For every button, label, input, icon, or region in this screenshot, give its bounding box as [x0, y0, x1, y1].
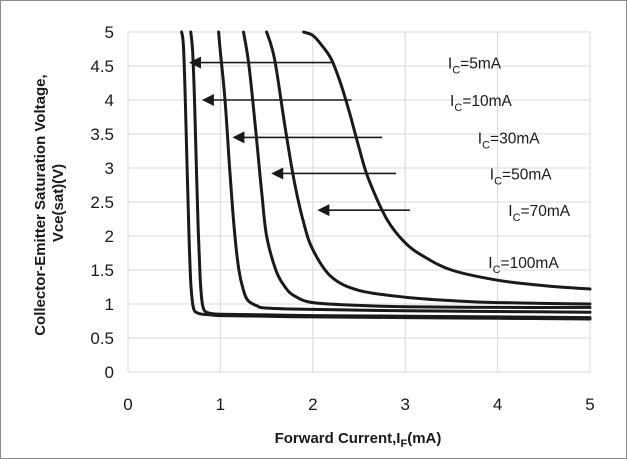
y-axis-title: Collector-Emitter Saturation Voltage, Vc…: [32, 70, 67, 336]
series-line-2: [217, 30, 592, 314]
annotation-arrow-head: [232, 131, 245, 144]
annotation-arrow-head: [188, 56, 201, 69]
y-tick-label: 4: [105, 91, 114, 110]
y-tick-label: 3.5: [90, 125, 114, 144]
series-line-4: [265, 30, 592, 306]
series-label-2: IC=30mA: [478, 130, 540, 151]
y-tick-label: 4.5: [90, 57, 114, 76]
annotation-arrow-head: [271, 167, 284, 180]
y-tick-label: 1: [105, 295, 114, 314]
series-line-1: [189, 30, 592, 320]
x-tick-label: 4: [493, 395, 502, 414]
x-tick-label: 5: [585, 395, 594, 414]
y-tick-label: 3: [105, 159, 114, 178]
annotation-labels: IC=5mA IC=10mA IC=30mA IC=50mA IC=70mA IC=100…: [448, 56, 571, 276]
series-line-3: [242, 30, 592, 309]
series-label-5: IC=100mA: [488, 255, 559, 276]
x-tick-label: 0: [123, 395, 132, 414]
series-label-3: IC=50mA: [490, 166, 552, 187]
y-tick-label: 0: [105, 363, 114, 382]
series-layer: [180, 30, 592, 321]
y-tick-labels: 0 0.5 1 1.5 2 2.5 3 3.5 4 4.5 5: [90, 23, 114, 382]
x-axis-title: Forward Current,IF(mA): [275, 430, 442, 450]
x-tick-label: 3: [400, 395, 409, 414]
series-line-5: [302, 30, 592, 291]
y-tick-label: 0.5: [90, 329, 114, 348]
series-label-0: IC=5mA: [448, 56, 502, 77]
y-tick-label: 2.5: [90, 193, 114, 212]
annotation-arrows: [188, 56, 410, 217]
series-label-4: IC=70mA: [508, 203, 570, 224]
y-tick-label: 1.5: [90, 261, 114, 280]
annotation-arrow-head: [201, 94, 214, 106]
x-tick-label: 2: [308, 395, 317, 414]
y-tick-label: 2: [105, 227, 114, 246]
series-label-1: IC=10mA: [450, 93, 512, 114]
x-tick-labels: 0 1 2 3 4 5: [123, 395, 594, 414]
y-tick-label: 5: [105, 23, 114, 42]
x-tick-label: 1: [216, 395, 225, 414]
annotation-arrow-head: [317, 204, 330, 217]
